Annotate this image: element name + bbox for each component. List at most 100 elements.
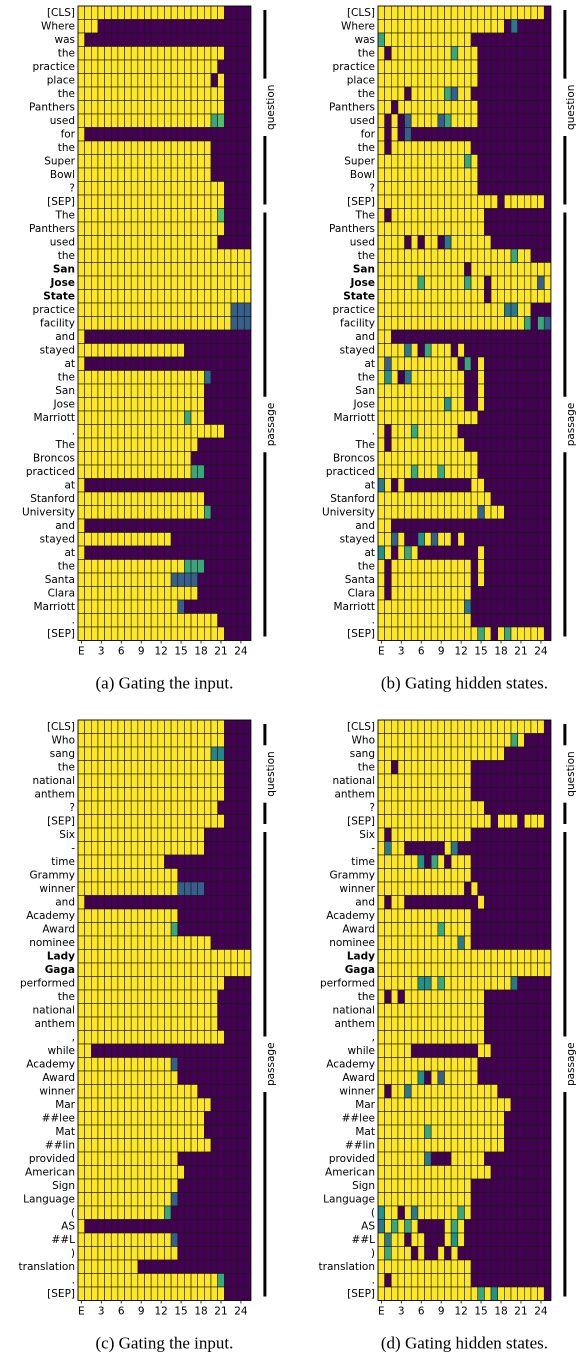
cell <box>190 397 199 412</box>
cell <box>237 989 245 1004</box>
cell <box>204 1003 212 1018</box>
cell <box>184 586 192 601</box>
cell <box>430 1165 439 1180</box>
cell <box>377 572 385 587</box>
cell <box>397 343 405 358</box>
cell <box>97 1232 105 1247</box>
cell <box>404 719 412 734</box>
cell <box>497 464 505 479</box>
cell <box>110 1097 119 1112</box>
cell <box>144 167 152 182</box>
cell <box>377 370 385 385</box>
cell <box>137 719 145 734</box>
cell <box>84 895 92 910</box>
cell <box>477 1030 485 1045</box>
cell <box>457 343 465 358</box>
cell <box>517 302 525 317</box>
cell <box>117 370 125 385</box>
cell <box>157 370 165 385</box>
cell <box>404 181 412 196</box>
cell <box>177 221 185 236</box>
cell <box>464 478 472 493</box>
cell <box>77 518 85 533</box>
cell <box>130 221 139 236</box>
cell <box>410 773 419 788</box>
cell <box>97 827 105 842</box>
cell <box>490 343 498 358</box>
cell <box>184 800 192 815</box>
cell <box>523 773 532 788</box>
cell <box>543 854 552 869</box>
cell <box>424 1138 432 1153</box>
cell <box>204 935 212 950</box>
cell <box>450 127 459 142</box>
cell <box>390 1030 399 1045</box>
cell <box>190 1246 199 1261</box>
cell <box>417 32 425 47</box>
cell <box>410 1084 419 1099</box>
cell <box>444 221 452 236</box>
cell <box>104 1138 112 1153</box>
row-label: Lady <box>347 950 375 962</box>
cell <box>470 343 479 358</box>
cell <box>464 316 472 331</box>
cell <box>523 518 532 533</box>
cell <box>377 221 385 236</box>
x-tick-label: 15 <box>474 646 487 658</box>
cell <box>457 59 465 74</box>
cell <box>510 491 518 506</box>
cell <box>170 976 179 991</box>
cell <box>464 235 472 250</box>
cell <box>470 478 479 493</box>
cell <box>437 140 445 155</box>
cell <box>404 208 412 223</box>
cell <box>184 424 192 439</box>
cell <box>430 518 439 533</box>
cell <box>537 586 545 601</box>
cell <box>130 1030 139 1045</box>
cell <box>484 370 492 385</box>
cell <box>464 949 472 964</box>
cell <box>243 46 252 61</box>
cell <box>150 410 159 425</box>
cell <box>204 73 212 88</box>
cell <box>117 854 125 869</box>
cell <box>157 383 165 398</box>
cell <box>91 1232 99 1247</box>
cell <box>484 1165 492 1180</box>
cell <box>177 1043 185 1058</box>
cell <box>477 922 485 937</box>
cell <box>110 613 119 628</box>
cell <box>150 935 159 950</box>
cell <box>164 1273 172 1288</box>
cell <box>164 908 172 923</box>
cell <box>104 59 112 74</box>
cell <box>424 545 432 560</box>
row-label: winner <box>339 1085 375 1097</box>
cell <box>477 491 485 506</box>
cell <box>450 1124 459 1139</box>
cell <box>397 424 405 439</box>
cell <box>490 976 498 991</box>
cell <box>91 854 99 869</box>
cell <box>104 32 112 47</box>
cell <box>184 908 192 923</box>
cell <box>390 518 399 533</box>
cell <box>390 1151 399 1166</box>
cell <box>130 841 139 856</box>
cell <box>523 19 532 34</box>
cell <box>210 1124 218 1139</box>
cell <box>523 424 532 439</box>
cell <box>77 1111 85 1126</box>
cell <box>130 1273 139 1288</box>
cell <box>184 1273 192 1288</box>
cell <box>97 949 105 964</box>
cell <box>197 1043 205 1058</box>
cell <box>130 1057 139 1072</box>
cell <box>517 626 525 641</box>
cell <box>144 19 152 34</box>
cell <box>490 410 498 425</box>
cell <box>137 895 145 910</box>
cell <box>150 343 159 358</box>
cell <box>164 787 172 802</box>
